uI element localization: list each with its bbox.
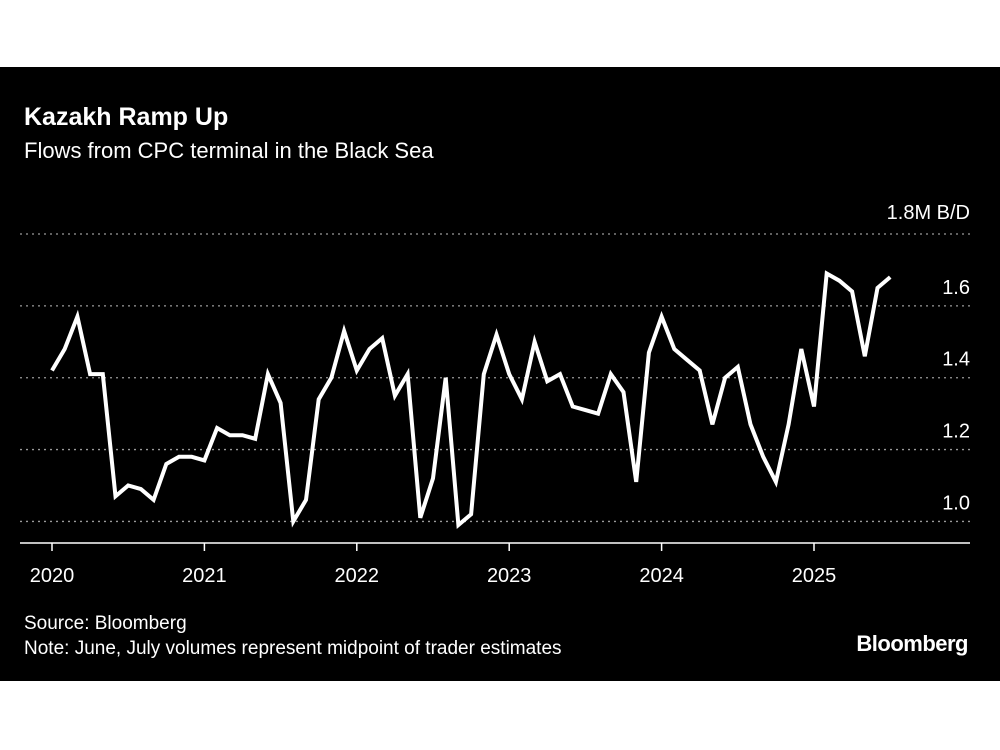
chart-title: Kazakh Ramp Up bbox=[24, 103, 229, 131]
y-unit-label: 1.8M B/D bbox=[887, 202, 970, 224]
series-line bbox=[50, 270, 892, 530]
x-tick-label: 2022 bbox=[335, 565, 380, 587]
y-tick-label: 1.6 bbox=[942, 277, 970, 299]
chart-panel: Kazakh Ramp Up Flows from CPC terminal i… bbox=[0, 67, 1000, 681]
x-tick-label: 2025 bbox=[792, 565, 837, 587]
y-tick-label: 1.4 bbox=[942, 349, 970, 371]
chart-subtitle: Flows from CPC terminal in the Black Sea bbox=[24, 138, 434, 163]
x-tick-label: 2024 bbox=[639, 565, 684, 587]
x-tick-label: 2021 bbox=[182, 565, 227, 587]
series-line-group bbox=[50, 270, 892, 530]
footnote: Note: June, July volumes represent midpo… bbox=[24, 638, 562, 659]
y-tick-label: 1.2 bbox=[942, 421, 970, 443]
y-tick-labels: 1.0 1.2 1.4 1.6 bbox=[942, 277, 970, 515]
x-tick-label: 2023 bbox=[487, 565, 532, 587]
bloomberg-logo: Bloomberg bbox=[856, 631, 968, 656]
x-tick-labels: 2020 2021 2022 2023 2024 2025 bbox=[30, 565, 837, 587]
x-tick-label: 2020 bbox=[30, 565, 75, 587]
x-axis bbox=[20, 542, 970, 551]
line-chart: 1.0 1.2 1.4 1.6 2020 2021 2022 2023 2024 2025 1.… bbox=[20, 202, 970, 587]
gridlines bbox=[20, 233, 970, 523]
y-tick-label: 1.0 bbox=[942, 492, 970, 514]
source-note: Source: Bloomberg bbox=[24, 613, 187, 634]
